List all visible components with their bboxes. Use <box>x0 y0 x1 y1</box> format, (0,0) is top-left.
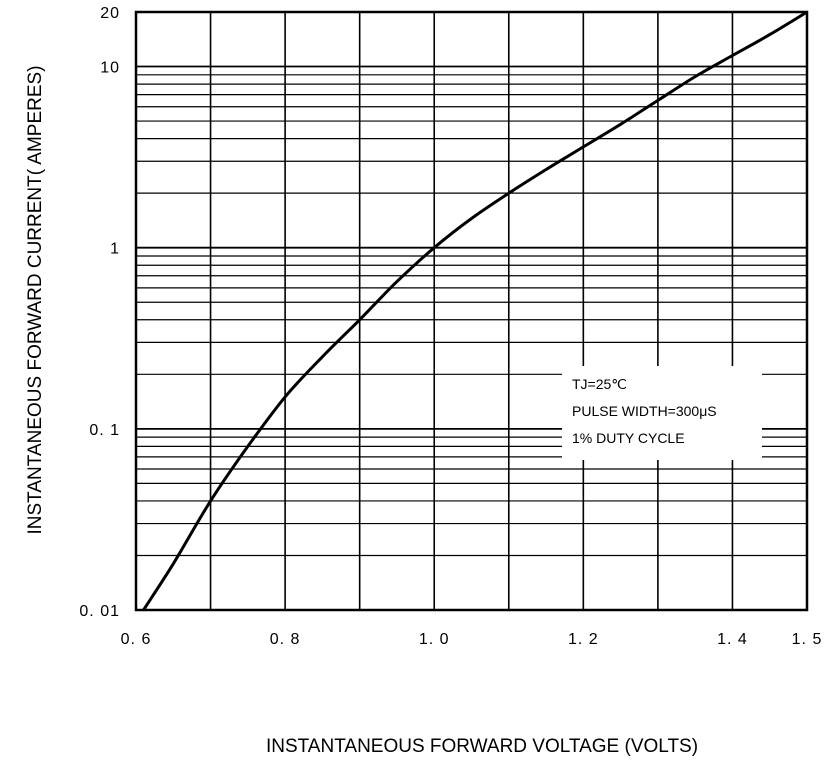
y-tick-label: 0. 1 <box>89 422 120 439</box>
plot-frame <box>134 10 809 612</box>
x-tick-label: 1. 2 <box>568 631 599 648</box>
x-tick-label: 1. 5 <box>792 631 823 648</box>
x-tick-label: 1. 0 <box>419 631 450 648</box>
x-tick-label: 0. 6 <box>121 631 152 648</box>
annotation-box: TJ=25℃ PULSE WIDTH=300μS 1% DUTY CYCLE <box>562 366 762 460</box>
grid <box>136 12 807 610</box>
x-tick-labels: 0. 6 0. 8 1. 0 1. 2 1. 4 1. 5 <box>121 631 823 648</box>
y-axis-title: INSTANTANEOUS FORWARD CURRENT( AMPERES) <box>25 65 46 534</box>
annotation-pulse-width: PULSE WIDTH=300μS <box>572 403 717 419</box>
y-tick-labels: 0. 01 0. 1 1 10 20 <box>79 5 120 620</box>
forward-current-curve <box>142 10 808 611</box>
x-tick-label: 1. 4 <box>717 631 748 648</box>
x-tick-label: 0. 8 <box>270 631 301 648</box>
annotation-background <box>562 366 762 460</box>
annotation-duty-cycle: 1% DUTY CYCLE <box>572 430 685 446</box>
y-tick-label: 10 <box>100 60 120 77</box>
y-tick-label: 0. 01 <box>79 603 120 620</box>
annotation-tj: TJ=25℃ <box>572 376 627 392</box>
x-axis-title: INSTANTANEOUS FORWARD VOLTAGE (VOLTS) <box>266 736 698 757</box>
series-group <box>142 10 808 611</box>
y-tick-label: 20 <box>100 5 120 22</box>
y-tick-label: 1 <box>110 241 120 258</box>
